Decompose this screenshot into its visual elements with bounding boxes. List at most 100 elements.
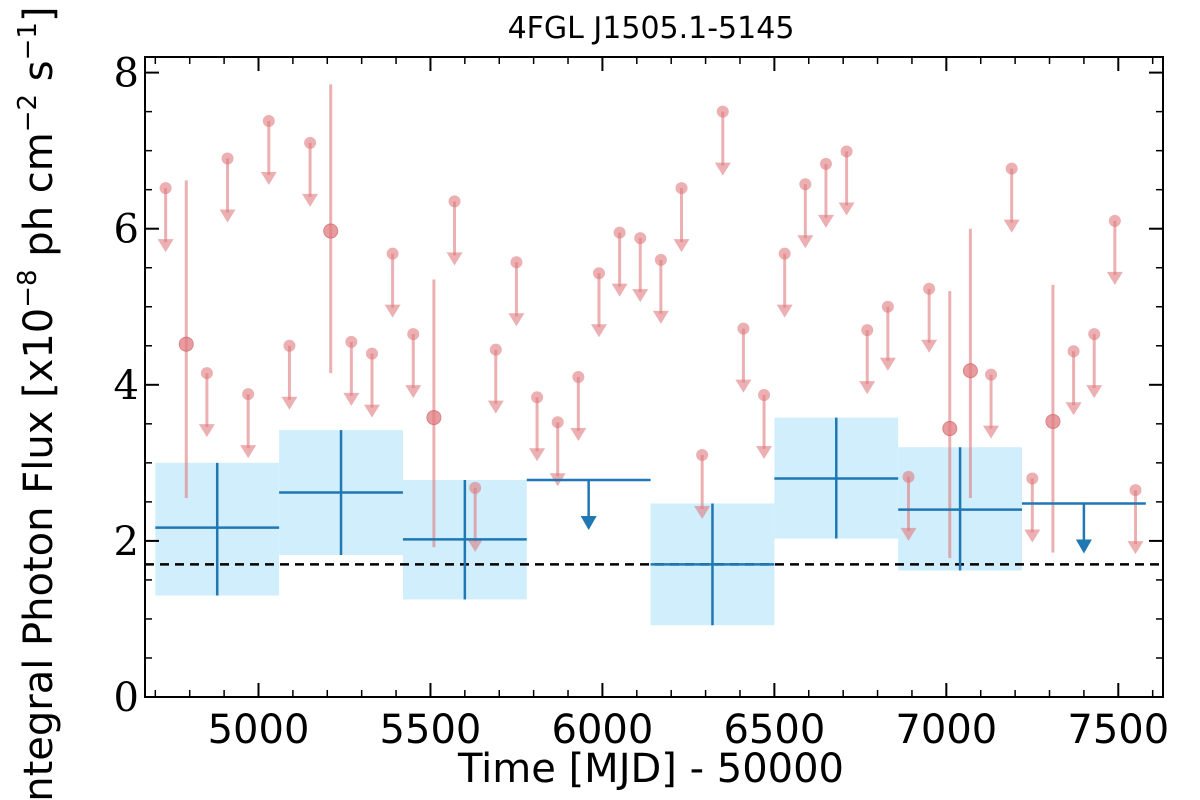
- short-bin-upper-limit-arrow: [756, 445, 773, 459]
- short-bin-point: [323, 223, 339, 239]
- short-bin-point: [881, 300, 894, 313]
- short-bin-point: [407, 328, 420, 341]
- short-bin-point: [200, 367, 213, 380]
- short-bin-point: [654, 253, 667, 266]
- short-bin-upper-limit-arrow: [467, 538, 484, 552]
- short-bin-point: [1005, 162, 1018, 175]
- short-bin-upper-limit-arrow: [508, 313, 525, 327]
- short-bin-upper-limit-arrow: [983, 425, 1000, 439]
- short-bin-upper-limit-arrow: [302, 193, 319, 207]
- short-bin-upper-limit-arrow: [776, 304, 793, 318]
- short-bin-upper-limit-arrow: [240, 445, 257, 459]
- y-tick-label: 6: [114, 207, 139, 253]
- chart-title: 4FGL J1505.1-5145: [508, 11, 795, 46]
- short-bin-point: [675, 182, 688, 195]
- short-bin-upper-limit-arrow: [879, 357, 896, 371]
- short-bin-upper-limit-arrow: [921, 339, 938, 353]
- short-bin-upper-limit-arrow: [632, 289, 649, 303]
- short-bin-point: [283, 339, 296, 352]
- short-bin-point: [262, 115, 275, 127]
- short-bin-point: [799, 178, 812, 191]
- short-bin-upper-limit-arrow: [900, 527, 917, 541]
- short-bin-upper-limit-arrow: [611, 283, 628, 297]
- short-bin-upper-limit-arrow: [1024, 529, 1041, 543]
- short-bin-point: [345, 335, 358, 348]
- short-bin-upper-limit-arrow: [487, 400, 504, 414]
- short-bin-upper-limit-arrow: [281, 396, 298, 410]
- y-axis-label-exponent: −8: [13, 269, 43, 307]
- y-axis-label-part: Integral Photon Flux [x10: [16, 308, 62, 800]
- y-tick-label: 4: [114, 363, 139, 409]
- short-bin-point: [696, 449, 709, 462]
- short-bin-point: [159, 182, 172, 195]
- short-bin-point: [1026, 472, 1039, 485]
- short-bin-point: [242, 388, 255, 401]
- short-bin-point: [634, 232, 647, 245]
- short-bin-upper-limit-arrow: [714, 162, 731, 176]
- short-bin-upper-limit-arrow: [590, 324, 607, 338]
- short-bin-upper-limit-arrow: [1127, 541, 1144, 555]
- short-bin-point: [1045, 413, 1061, 429]
- short-bin-point: [448, 195, 461, 208]
- short-bin-upper-limit-arrow: [838, 202, 855, 216]
- y-axis-label: Integral Photon Flux [x10−8 ph cm−2 s−1]: [13, 6, 62, 800]
- x-tick-label: 7000: [895, 707, 997, 753]
- short-bin-point: [365, 347, 378, 360]
- short-bin-upper-limit-arrow: [446, 252, 463, 266]
- short-bin-upper-limit-arrow: [198, 424, 215, 438]
- short-bin-upper-limit-arrow: [260, 172, 277, 185]
- short-bin-upper-limit-arrow: [363, 404, 380, 418]
- plot-area: 0 2 4 6 8 5000 5500 6000 6500 7000 7500: [114, 51, 1170, 753]
- short-bin-point: [1088, 328, 1101, 341]
- short-bin-point: [613, 226, 626, 239]
- axes-frame: [144, 56, 1164, 698]
- long-bin-upper-limit-arrow: [580, 516, 597, 531]
- x-axis-label: Time [MJD] - 50000: [457, 746, 844, 792]
- short-bin-upper-limit-arrow: [384, 304, 401, 318]
- short-bin-point: [819, 157, 832, 170]
- y-axis-label-exponent: −1: [13, 22, 43, 60]
- short-bin-upper-limit-arrow: [343, 392, 360, 406]
- short-bin-point: [716, 105, 729, 118]
- x-tick-label: 6500: [723, 707, 825, 753]
- short-bin-point: [178, 336, 194, 352]
- short-bin-upper-limit-arrow: [529, 448, 546, 462]
- y-tick-label: 2: [114, 519, 139, 565]
- short-bin-upper-limit-arrow: [1086, 385, 1103, 399]
- short-bin-point: [985, 368, 998, 381]
- short-bin-point: [592, 267, 605, 280]
- short-bin-upper-limit-arrow: [859, 381, 876, 395]
- short-bin-point: [778, 247, 791, 260]
- short-bin-point: [551, 416, 564, 429]
- short-bin-upper-limit-arrow: [1003, 219, 1020, 233]
- short-bin-point: [902, 470, 915, 483]
- short-bin-point: [861, 324, 874, 337]
- short-bin-point: [923, 282, 936, 295]
- y-axis-label-part: ph cm: [16, 132, 62, 269]
- short-bin-point: [510, 256, 523, 269]
- short-bin-upper-limit-arrow: [673, 239, 690, 253]
- short-bin-upper-limit-arrow: [405, 385, 422, 399]
- short-bin-point: [758, 388, 771, 401]
- short-bin-point: [1129, 484, 1142, 497]
- short-bin-point: [840, 145, 853, 158]
- x-tick-label: 7500: [1067, 707, 1169, 753]
- short-bin-upper-limit-arrow: [652, 310, 669, 324]
- y-tick-label: 0: [114, 675, 139, 721]
- short-bin-point: [469, 481, 482, 494]
- short-bin-upper-limit-arrow: [1065, 402, 1082, 416]
- short-bin-upper-limit-arrow: [817, 214, 834, 228]
- x-tick-label: 5500: [380, 707, 482, 753]
- y-axis-label-exponent: −2: [13, 94, 43, 132]
- y-axis-label-part: s: [16, 60, 62, 94]
- short-bin-point: [1067, 345, 1080, 358]
- short-bin-upper-limit-arrow: [735, 379, 752, 393]
- x-tick-label: 5000: [208, 707, 310, 753]
- short-bin-upper-limit-arrow: [1106, 271, 1123, 285]
- short-bin-point: [942, 421, 958, 437]
- y-tick-label: 8: [114, 51, 139, 97]
- short-bin-point: [1108, 214, 1121, 227]
- long-bin-upper-limit-arrow: [1075, 539, 1092, 554]
- short-bin-point: [737, 322, 750, 335]
- y-axis-label-part: ]: [16, 6, 62, 22]
